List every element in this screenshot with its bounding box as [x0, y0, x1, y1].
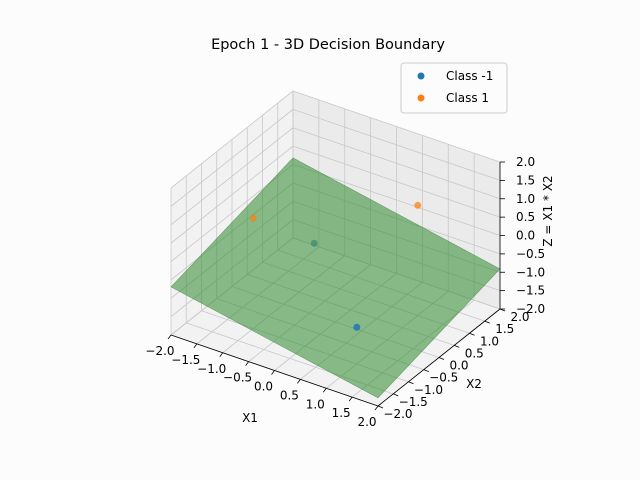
- y-tick-label: −0.5: [429, 371, 458, 385]
- y-tick-mark: [438, 357, 445, 360]
- z-grid-back: [292, 145, 501, 218]
- data-point-series0-1: [353, 323, 361, 331]
- chart-title: Epoch 1 - 3D Decision Boundary: [211, 37, 445, 53]
- y-tick-mark: [454, 345, 460, 348]
- x-tick-label: 1.5: [332, 406, 351, 420]
- x-tick-label: 2.0: [357, 415, 376, 429]
- y-tick-mark: [377, 405, 384, 409]
- y-tick-mark: [499, 308, 506, 312]
- y-tick-label: 2.0: [510, 310, 529, 324]
- y-tick-label: 1.0: [480, 334, 499, 348]
- z-grid-left: [170, 109, 294, 207]
- z-axis-label: Z = X1 * X2: [541, 175, 555, 246]
- x-tick-mark: [271, 370, 275, 375]
- legend-label-class-neg1: Class -1: [446, 69, 493, 83]
- x-tick-label: −0.5: [223, 371, 252, 385]
- z-grid-back: [292, 127, 501, 200]
- z-tick-label: 0.5: [516, 210, 535, 224]
- y-axis-label: X2: [466, 377, 482, 391]
- legend: Class -1 Class 1: [400, 62, 508, 114]
- data-point-series1-1: [414, 201, 422, 209]
- x-tick-mark: [374, 405, 379, 411]
- z-tick-label: 1.5: [516, 173, 535, 187]
- z-tick-label: −2.0: [516, 302, 545, 316]
- legend-frame: [400, 62, 508, 114]
- y-tick-mark: [484, 320, 490, 324]
- y-tick-label: −2.0: [383, 407, 412, 421]
- z-tick-label: −0.5: [516, 247, 545, 261]
- y-tick-label: −1.0: [414, 383, 443, 397]
- x-tick-mark: [297, 379, 301, 384]
- x-tick-mark: [245, 361, 249, 366]
- z-tick-label: 0.0: [516, 229, 535, 243]
- z-grid-left: [170, 145, 294, 244]
- z-tick-label: 1.0: [516, 192, 535, 206]
- y-tick-mark: [423, 369, 429, 372]
- z-grid-back: [292, 108, 501, 181]
- x-tick-mark: [348, 396, 353, 402]
- x-tick-label: 0.0: [254, 380, 273, 394]
- z-tick-label: −1.5: [516, 284, 545, 298]
- z-grid-left: [170, 127, 294, 226]
- z-grid-back: [292, 90, 501, 163]
- x-tick-mark: [167, 334, 172, 340]
- z-tick-label: −1.0: [516, 265, 545, 279]
- data-point-series1-0: [249, 214, 257, 222]
- x-tick-label: 1.0: [306, 397, 325, 411]
- y-tick-mark: [408, 381, 414, 385]
- y-tick-label: −1.5: [399, 395, 428, 409]
- x-tick-mark: [219, 352, 224, 357]
- x-tick-label: −2.0: [145, 344, 174, 358]
- x-tick-label: −1.0: [197, 362, 226, 376]
- legend-marker-class-neg1: [417, 72, 425, 80]
- z-grid-left: [170, 90, 294, 189]
- x-tick-mark: [322, 388, 327, 393]
- x-tick-mark: [193, 343, 198, 349]
- y-tick-mark: [393, 393, 399, 397]
- y-tick-mark: [469, 332, 475, 336]
- x-tick-label: 0.5: [280, 388, 299, 402]
- y-tick-label: 1.5: [495, 322, 514, 336]
- x-axis-label: X1: [242, 411, 258, 425]
- y-tick-label: 0.0: [449, 359, 468, 373]
- z-tick-label: 2.0: [516, 155, 535, 169]
- x-tick-label: −1.5: [171, 353, 200, 367]
- legend-label-class-1: Class 1: [446, 91, 489, 105]
- legend-marker-class-1: [417, 94, 425, 102]
- y-tick-label: 0.5: [465, 346, 484, 360]
